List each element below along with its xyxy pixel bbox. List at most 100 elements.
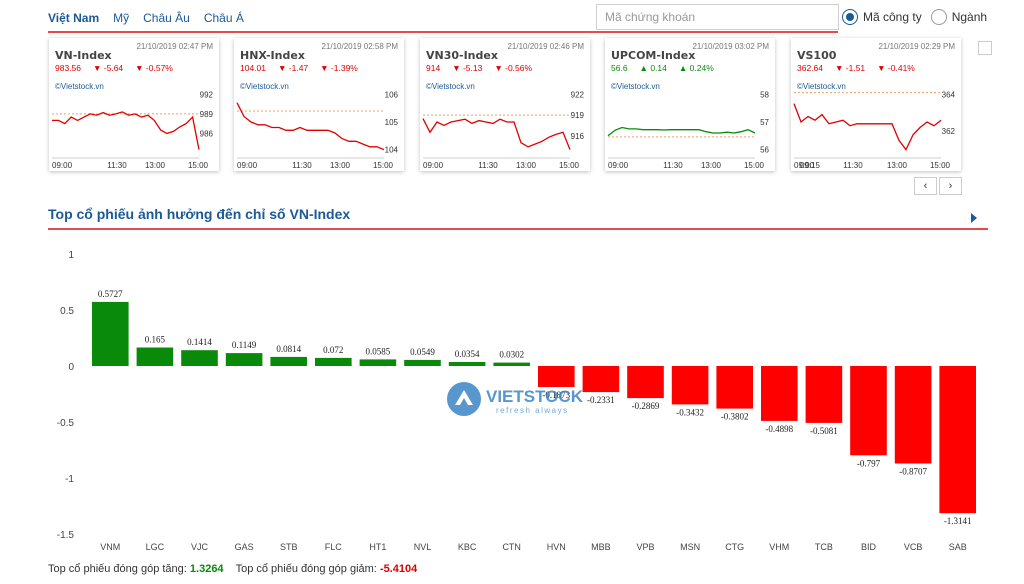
bar-gas[interactable] [225,353,263,366]
filter-radio-group: Mã công ty Ngành [842,9,996,25]
data-label: 0.0354 [455,349,480,359]
card-time: 21/10/2019 02:29 PM [878,42,955,51]
card-index-name: VS100 [797,49,837,62]
mini-y-tick: 986 [200,129,214,138]
play-arrow-icon[interactable] [971,213,977,223]
mini-x-tick: 13:00 [887,161,908,170]
bar-vnm[interactable] [92,301,129,366]
mini-y-tick: 106 [385,90,399,99]
watermark-tagline: refresh always [496,406,569,415]
card-value: 914 [426,63,441,73]
card-source: ©Vietstock.vn [240,82,289,91]
bar-ctn[interactable] [493,362,530,366]
index-price-line [422,118,571,150]
bar-lgc[interactable] [136,347,174,367]
card-pct: ▼ -0.57% [135,63,173,73]
x-tick-label: STB [280,542,298,552]
index-price-line [793,103,942,151]
x-tick-label: HVN [547,542,566,552]
x-tick-label: CTG [725,542,744,552]
mini-line-chart: 922 919 916 09:00 11:30 13:00 15:00 [422,90,585,170]
section-title: Top cổ phiếu ảnh hưởng đến chỉ số VN-Ind… [48,206,351,222]
prev-button[interactable]: ‹ [914,177,937,195]
vietstock-logo-icon: VIETSTOCK refresh always [447,382,584,416]
bar-vcb[interactable] [894,366,932,464]
contribution-summary: Top cổ phiếu đóng góp tăng: 1.3264 Top c… [48,563,417,575]
mini-x-tick: 15:00 [559,161,580,170]
x-tick-label: FLC [325,542,343,552]
card-index-name: HNX-Index [240,49,305,62]
data-label: -0.8707 [899,467,927,477]
bar-bid[interactable] [850,366,887,456]
card-index-name: UPCOM-Index [611,49,696,62]
tab-europe[interactable]: Châu Âu [143,11,190,25]
mini-y-tick: 916 [571,132,585,141]
card-value: 104.01 [240,63,266,73]
sector-radio[interactable] [930,9,947,25]
card-source: ©Vietstock.vn [426,82,475,91]
company-radio-label[interactable]: Mã công ty [863,10,922,24]
mini-x-tick: 09:00 [423,161,444,170]
x-tick-label: CTN [502,542,521,552]
index-card[interactable]: 21/10/2019 02:47 PM VN-Index 983.56 ▼ -5.64… [49,38,219,171]
bar-ctg[interactable] [716,366,753,409]
card-pct: ▼ -0.56% [494,63,533,73]
bar-sab[interactable] [939,366,976,514]
x-tick-label: VNM [100,542,120,552]
mini-x-tick: 15:00 [373,161,394,170]
mini-x-tick: 15:00 [188,161,209,170]
data-label: 0.1149 [232,340,257,350]
watermark-text: VIETSTOCK [486,387,584,406]
index-card[interactable]: 21/10/2019 02:29 PM VS100 362.64 ▼ -1.51 ▼ -… [791,38,961,171]
data-label: -1.3141 [944,516,972,526]
card-stats: 362.64 ▼ -1.51 ▼ -0.41% [797,63,915,73]
mini-x-tick: 15:00 [930,161,951,170]
bar-msn[interactable] [671,366,709,405]
y-tick-label: -1.5 [57,530,75,541]
x-tick-label: HT1 [369,542,386,552]
card-stats: 104.01 ▼ -1.47 ▼ -1.39% [240,63,358,73]
bar-vhm[interactable] [761,366,798,421]
tab-usa[interactable]: Mỹ [113,11,130,25]
mini-x-tick: 13:00 [516,161,537,170]
x-tick-label: SAB [949,542,967,552]
x-tick-label: MBB [591,542,611,552]
mini-x-tick: 09:00 [794,161,815,170]
bar-nvl[interactable] [404,359,441,366]
index-card[interactable]: 21/10/2019 02:46 PM VN30-Index 914 ▼ -5.13 ▼… [420,38,590,171]
index-card[interactable]: 21/10/2019 03:02 PM UPCOM-Index 56.6 ▲ 0.14… [605,38,775,171]
bar-hvn[interactable] [538,366,575,387]
bar-vjc[interactable] [181,350,218,366]
bar-mbb[interactable] [582,366,620,393]
impact-bar-chart: 1 0.5 0 -0.5 -1 -1.5 0.5727 VNM 0.165 LGC 0.1414 VJ… [57,250,976,552]
bar-ht1[interactable] [359,359,397,366]
bar-kbc[interactable] [448,362,486,366]
stock-code-search-input[interactable] [596,4,839,30]
x-tick-label: VCB [904,542,923,552]
card-index-name: VN-Index [55,49,112,62]
card-source: ©Vietstock.vn [797,82,846,91]
tab-asia[interactable]: Châu Á [203,11,244,25]
data-label: 0.0814 [276,344,301,354]
section-divider [48,228,988,230]
data-label: 0.0549 [410,347,435,357]
index-price-line [236,102,385,151]
sector-radio-label[interactable]: Ngành [951,10,988,24]
mini-line-chart: 58 57 56 09:00 11:30 13:00 15:00 [607,90,770,170]
company-radio[interactable] [842,9,858,25]
bar-tcb[interactable] [805,366,843,423]
data-label: 0.072 [323,345,343,355]
index-card[interactable]: 21/10/2019 02:58 PM HNX-Index 104.01 ▼ -1.4… [234,38,404,171]
bar-vpb[interactable] [627,366,664,399]
next-button[interactable]: › [939,177,962,195]
expand-toggle[interactable] [978,41,992,55]
x-tick-label: TCB [815,542,833,552]
data-label: 0.165 [145,335,166,345]
tab-vietnam[interactable]: Việt Nam [48,11,100,25]
y-tick-label: 0.5 [60,306,74,317]
bar-flc[interactable] [315,357,352,366]
down-value: -5.4104 [379,563,418,575]
card-source: ©Vietstock.vn [611,82,660,91]
bar-stb[interactable] [270,356,307,366]
x-tick-label: MSN [680,542,700,552]
